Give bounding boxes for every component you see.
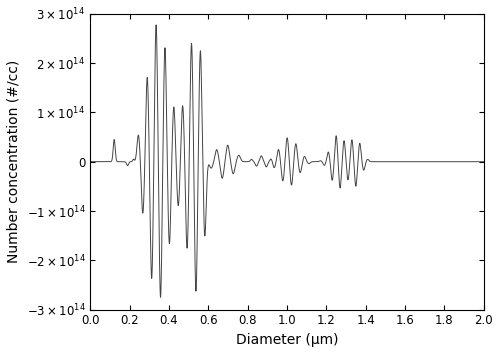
X-axis label: Diameter (μm): Diameter (μm): [236, 333, 338, 347]
Y-axis label: Number concentration (#/cc): Number concentration (#/cc): [7, 60, 21, 263]
